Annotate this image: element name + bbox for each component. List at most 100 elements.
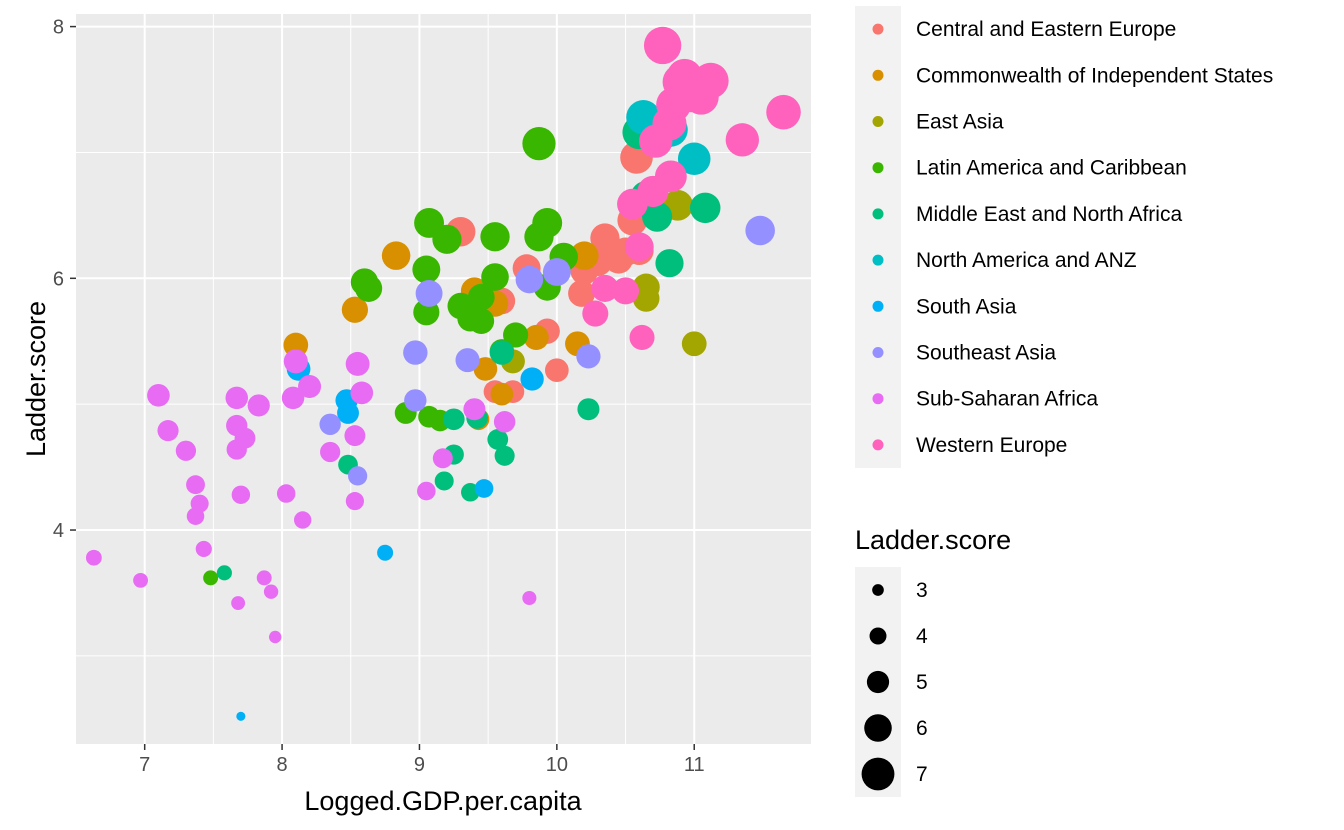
- data-point: [503, 322, 529, 348]
- data-point: [642, 201, 673, 232]
- data-point: [236, 711, 246, 721]
- data-point: [319, 413, 341, 436]
- data-point: [532, 207, 563, 238]
- data-point: [203, 570, 219, 586]
- data-point: [404, 389, 427, 412]
- data-point: [655, 249, 684, 278]
- color-legend-swatch: [872, 162, 884, 174]
- color-legend-label: Western Europe: [916, 434, 1067, 457]
- x-tick-label: 8: [277, 754, 288, 776]
- data-point: [147, 384, 170, 407]
- color-legend-label: Southeast Asia: [916, 342, 1056, 365]
- data-point: [434, 471, 454, 491]
- data-point: [480, 222, 510, 252]
- data-point: [345, 351, 370, 376]
- data-point: [570, 241, 599, 270]
- data-point: [268, 630, 282, 644]
- data-point: [263, 584, 279, 599]
- data-point: [381, 241, 411, 270]
- data-point: [481, 263, 509, 291]
- data-point: [403, 340, 428, 365]
- plot-panel: [76, 14, 811, 744]
- size-legend-label: 6: [916, 717, 928, 740]
- x-tick-label: 7: [139, 754, 150, 776]
- color-legend-swatch: [872, 69, 884, 81]
- color-legend-label: Sub-Saharan Africa: [916, 388, 1098, 411]
- data-point: [247, 394, 270, 417]
- data-points: [85, 26, 801, 721]
- x-tick-label: 10: [546, 754, 568, 776]
- data-point: [293, 511, 312, 529]
- color-legend-swatch: [872, 116, 884, 127]
- data-point: [133, 572, 148, 588]
- data-point: [337, 402, 359, 424]
- color-legend-swatch: [872, 208, 884, 220]
- y-axis-ticks: 4 6 8: [53, 17, 76, 542]
- data-point: [681, 331, 707, 357]
- data-point: [345, 492, 364, 511]
- data-point: [568, 279, 596, 307]
- size-legend-swatch: [864, 714, 892, 742]
- data-point: [643, 26, 682, 65]
- data-point: [745, 215, 775, 246]
- data-point: [175, 440, 197, 461]
- size-legend-swatch: [869, 627, 887, 645]
- data-point: [612, 277, 640, 305]
- color-legend-label: Middle East and North Africa: [916, 203, 1182, 226]
- data-point: [190, 494, 209, 513]
- data-point: [186, 475, 205, 495]
- data-point: [520, 367, 544, 391]
- data-point: [515, 265, 544, 294]
- data-point: [494, 445, 515, 466]
- data-point: [629, 324, 655, 350]
- size-legend-label: 7: [916, 763, 928, 786]
- data-point: [432, 448, 453, 469]
- color-legend-label: Commonwealth of Independent States: [916, 64, 1273, 87]
- size-legend-swatch: [866, 670, 890, 694]
- data-point: [231, 485, 251, 505]
- x-axis-title: Logged.GDP.per.capita: [304, 786, 582, 816]
- major-gridlines: [76, 14, 811, 744]
- data-point: [487, 429, 509, 450]
- size-legend-title: Ladder.score: [855, 525, 1011, 555]
- data-point: [582, 300, 609, 327]
- data-point: [493, 411, 516, 433]
- data-point: [355, 274, 383, 302]
- data-point: [256, 570, 272, 586]
- data-point: [415, 279, 443, 307]
- x-tick-label: 9: [414, 754, 425, 776]
- color-legend-swatch: [872, 254, 884, 266]
- data-point: [474, 479, 494, 498]
- color-legend-label: North America and ANZ: [916, 249, 1137, 272]
- data-point: [225, 386, 248, 410]
- color-legend-key-background: [855, 6, 901, 468]
- color-legend: Central and Eastern Europe Commonwealth o…: [855, 6, 1273, 468]
- data-point: [591, 274, 619, 302]
- data-point: [341, 296, 369, 323]
- data-point: [276, 484, 296, 503]
- y-tick-label: 4: [53, 520, 64, 542]
- data-point: [348, 466, 368, 486]
- color-legend-swatch: [872, 393, 884, 405]
- data-point: [689, 192, 721, 224]
- color-legend-label: Central and Eastern Europe: [916, 18, 1176, 41]
- data-point: [545, 358, 569, 383]
- y-tick-label: 6: [53, 268, 64, 290]
- size-legend-label: 5: [916, 671, 928, 694]
- data-point: [468, 308, 495, 334]
- data-point: [463, 398, 486, 421]
- data-point: [489, 340, 515, 365]
- x-tick-label: 11: [684, 754, 705, 776]
- data-point: [654, 160, 687, 193]
- data-point: [442, 408, 465, 431]
- data-point: [417, 481, 436, 501]
- size-legend-label: 3: [916, 579, 928, 602]
- data-point: [522, 127, 556, 161]
- data-point: [281, 386, 305, 410]
- data-point: [467, 283, 495, 311]
- data-point: [692, 62, 729, 99]
- color-legend-label: Latin America and Caribbean: [916, 157, 1187, 180]
- data-point: [377, 544, 394, 561]
- data-point: [412, 255, 441, 284]
